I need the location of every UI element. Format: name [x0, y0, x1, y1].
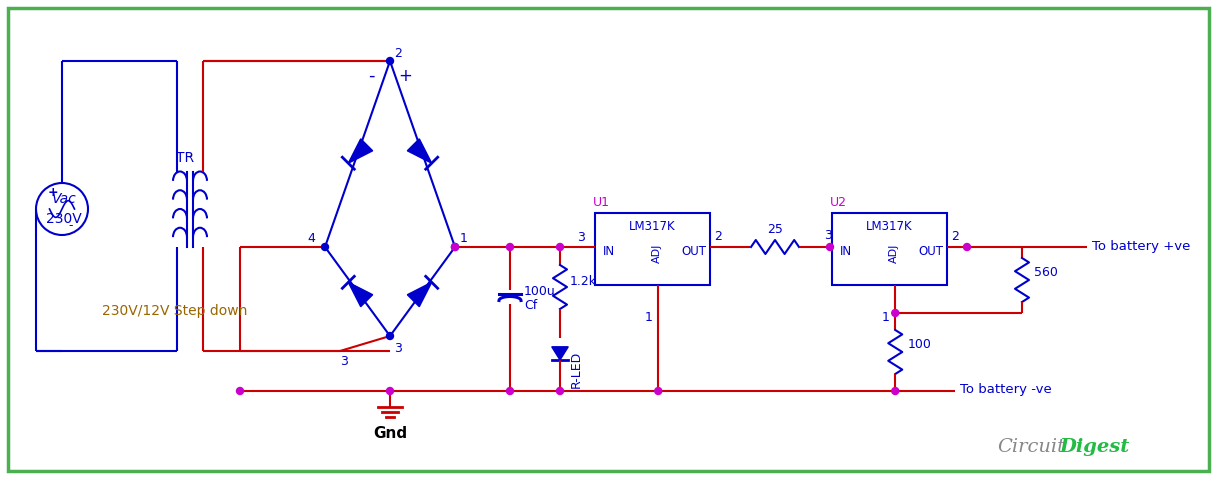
Text: 230V: 230V	[46, 212, 82, 226]
Text: 100u: 100u	[525, 285, 556, 298]
Text: U1: U1	[593, 196, 610, 209]
Circle shape	[452, 243, 459, 251]
Text: OUT: OUT	[682, 244, 707, 258]
Text: R-LED: R-LED	[570, 351, 583, 388]
Text: 560: 560	[1034, 266, 1058, 279]
Circle shape	[387, 57, 393, 65]
Text: U2: U2	[830, 196, 847, 209]
Circle shape	[506, 388, 514, 395]
Text: 3: 3	[340, 355, 348, 368]
Text: ADJ: ADJ	[651, 243, 662, 262]
Polygon shape	[408, 139, 432, 163]
Text: OUT: OUT	[919, 244, 943, 258]
Text: 2: 2	[714, 230, 722, 243]
Text: 4: 4	[307, 232, 315, 245]
Text: -: -	[69, 218, 73, 232]
Text: Digest: Digest	[1060, 438, 1131, 456]
Text: Cf: Cf	[525, 299, 537, 312]
Polygon shape	[408, 282, 432, 307]
Circle shape	[452, 243, 459, 251]
Circle shape	[506, 243, 514, 251]
Circle shape	[892, 309, 898, 317]
Text: Vac: Vac	[51, 192, 77, 206]
Text: Gnd: Gnd	[372, 425, 406, 441]
Text: 100: 100	[907, 338, 931, 351]
Polygon shape	[348, 282, 372, 307]
Text: 1: 1	[644, 311, 652, 324]
Text: IN: IN	[840, 244, 852, 258]
Bar	[832, 213, 947, 285]
Text: To battery +ve: To battery +ve	[1092, 240, 1190, 252]
Text: 1.2k: 1.2k	[570, 275, 598, 288]
Circle shape	[556, 243, 563, 251]
Text: -: -	[368, 67, 375, 85]
Text: 230V/12V Step down: 230V/12V Step down	[102, 304, 248, 318]
Text: To battery -ve: To battery -ve	[960, 383, 1051, 396]
Text: 2: 2	[394, 47, 402, 60]
Circle shape	[387, 332, 393, 340]
Text: ADJ: ADJ	[888, 243, 898, 262]
Circle shape	[387, 388, 393, 395]
Circle shape	[964, 243, 970, 251]
Circle shape	[236, 388, 243, 395]
Text: IN: IN	[602, 244, 615, 258]
Polygon shape	[551, 347, 568, 360]
Text: 1: 1	[460, 232, 467, 245]
Text: LM317K: LM317K	[629, 219, 675, 232]
Text: Circuit: Circuit	[997, 438, 1065, 456]
Circle shape	[826, 243, 834, 251]
Polygon shape	[348, 139, 372, 163]
Text: 2: 2	[950, 230, 959, 243]
Circle shape	[892, 388, 898, 395]
Text: LM317K: LM317K	[867, 219, 913, 232]
Text: 25: 25	[767, 223, 783, 236]
Text: 1: 1	[881, 311, 890, 324]
Text: TR: TR	[176, 151, 194, 165]
Text: 3: 3	[824, 229, 832, 242]
Text: 3: 3	[394, 342, 402, 355]
Bar	[595, 213, 710, 285]
Text: 3: 3	[577, 231, 585, 244]
Circle shape	[321, 243, 329, 251]
Text: +: +	[398, 67, 411, 85]
Text: +: +	[47, 186, 58, 199]
Circle shape	[655, 388, 662, 395]
Circle shape	[556, 388, 563, 395]
